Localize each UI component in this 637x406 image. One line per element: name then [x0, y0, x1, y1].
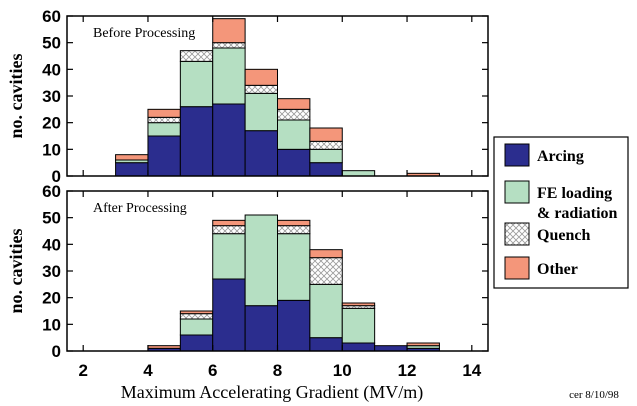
after-bar-other-1 — [147, 345, 181, 349]
x-tick-label: 4 — [143, 361, 153, 380]
legend-swatch-other — [504, 256, 530, 280]
before-bar-fe-4 — [244, 92, 278, 132]
before-y-tick-label: 20 — [42, 114, 61, 133]
before-bar-arcing-3 — [212, 103, 246, 177]
x-tick-label: 10 — [333, 361, 352, 380]
after-y-tick-label: 20 — [42, 289, 61, 308]
after-bar-fe-5 — [277, 233, 311, 301]
x-tick-label: 6 — [208, 361, 217, 380]
legend-label-fe: & radiation — [537, 205, 618, 222]
before-processing-panel: 0 10 20 30 40 50 60 no. cavities Before Processi… — [6, 7, 489, 186]
after-bar-other-9 — [406, 342, 440, 347]
before-bar-other-3 — [212, 18, 246, 44]
after-bar-arcing-2 — [179, 334, 214, 352]
after-bar-arcing-7 — [341, 342, 376, 352]
after-y-tick-label: 60 — [42, 182, 61, 201]
legend-label-other: Other — [537, 261, 578, 278]
before-bar-other-1 — [147, 108, 181, 118]
after-bar-other-2 — [179, 310, 214, 315]
after-bar-fe-7 — [341, 307, 376, 344]
x-tick-label: 12 — [398, 361, 417, 380]
legend-label-quench: Quench — [537, 227, 590, 244]
before-bar-fe-2 — [179, 60, 214, 108]
after-bar-quench-6 — [309, 257, 343, 285]
before-panel-title: Before Processing — [93, 26, 195, 41]
after-bar-other-7 — [341, 302, 376, 307]
before-bar-quench-1 — [147, 116, 181, 124]
before-bar-fe-1 — [147, 122, 181, 137]
before-y-tick-label: 30 — [42, 87, 61, 106]
credit-text: cer 8/10/98 — [569, 389, 619, 401]
legend-swatch-fe — [504, 180, 530, 204]
before-bar-other-0 — [115, 154, 149, 161]
legend-swatch-arcing — [504, 143, 530, 167]
after-bar-quench-3 — [212, 225, 246, 235]
x-tick-label: 8 — [273, 361, 282, 380]
after-bar-arcing-5 — [277, 299, 311, 352]
before-bar-quench-2 — [179, 50, 214, 62]
x-tick-label: 2 — [78, 361, 87, 380]
before-bar-other-5 — [277, 98, 311, 110]
before-bar-fe-5 — [277, 119, 311, 150]
after-bar-arcing-6 — [309, 337, 343, 352]
before-y-tick-label: 0 — [52, 167, 61, 186]
before-y-tick-label: 50 — [42, 34, 61, 53]
x-tick-label: 14 — [462, 361, 481, 380]
x-axis-label: Maximum Accelerating Gradient (MV/m) — [121, 382, 423, 403]
after-bar-other-5 — [277, 219, 311, 227]
after-bar-arcing-3 — [212, 278, 246, 352]
after-y-tick-label: 30 — [42, 262, 61, 281]
before-bar-arcing-6 — [309, 162, 343, 177]
after-bar-other-3 — [212, 219, 246, 227]
after-y-axis-label: no. cavities — [6, 229, 26, 314]
before-bar-other-4 — [244, 68, 278, 86]
before-bar-fe-6 — [309, 148, 343, 164]
before-bar-fe-3 — [212, 47, 246, 105]
after-y-tick-label: 50 — [42, 209, 61, 228]
before-bar-other-6 — [309, 127, 343, 142]
after-bar-other-6 — [309, 249, 343, 259]
before-bar-arcing-1 — [147, 135, 181, 177]
legend-swatch-quench — [504, 222, 530, 246]
after-bar-arcing-4 — [244, 305, 278, 352]
legend-label-arcing: Arcing — [537, 148, 584, 165]
after-bar-quench-5 — [277, 225, 311, 235]
legend-label-fe: FE loading — [537, 185, 612, 202]
after-bar-fe-6 — [309, 283, 343, 339]
legend: Arcing FE loading & radiation Quench Other — [493, 136, 629, 289]
before-bar-quench-5 — [277, 108, 311, 121]
after-y-tick-label: 0 — [52, 342, 61, 361]
after-y-tick-label: 40 — [42, 235, 61, 254]
before-y-tick-label: 40 — [42, 60, 61, 79]
after-y-tick-label: 10 — [42, 315, 61, 334]
after-bar-arcing-8 — [374, 345, 408, 352]
before-bar-quench-4 — [244, 84, 278, 94]
before-bar-arcing-4 — [244, 130, 278, 177]
after-processing-panel: 0 10 20 30 40 50 60 no. cavities After Processin… — [6, 182, 489, 361]
before-bar-quench-3 — [212, 42, 246, 49]
before-y-tick-label: 60 — [42, 7, 61, 26]
after-bar-fe-2 — [179, 318, 214, 336]
after-bar-fe-4 — [244, 214, 278, 307]
x-axis: 2 4 6 8 10 12 14 — [78, 361, 481, 380]
before-bar-fe-7 — [341, 170, 376, 177]
before-y-axis-label: no. cavities — [6, 54, 26, 139]
before-bar-arcing-5 — [277, 148, 311, 177]
after-panel-title: After Processing — [93, 201, 187, 216]
before-bar-quench-6 — [309, 140, 343, 150]
before-y-tick-label: 10 — [42, 140, 61, 159]
before-bar-arcing-2 — [179, 106, 214, 177]
after-bar-quench-2 — [179, 313, 214, 320]
after-bar-fe-3 — [212, 233, 246, 280]
before-bar-arcing-0 — [115, 162, 149, 177]
